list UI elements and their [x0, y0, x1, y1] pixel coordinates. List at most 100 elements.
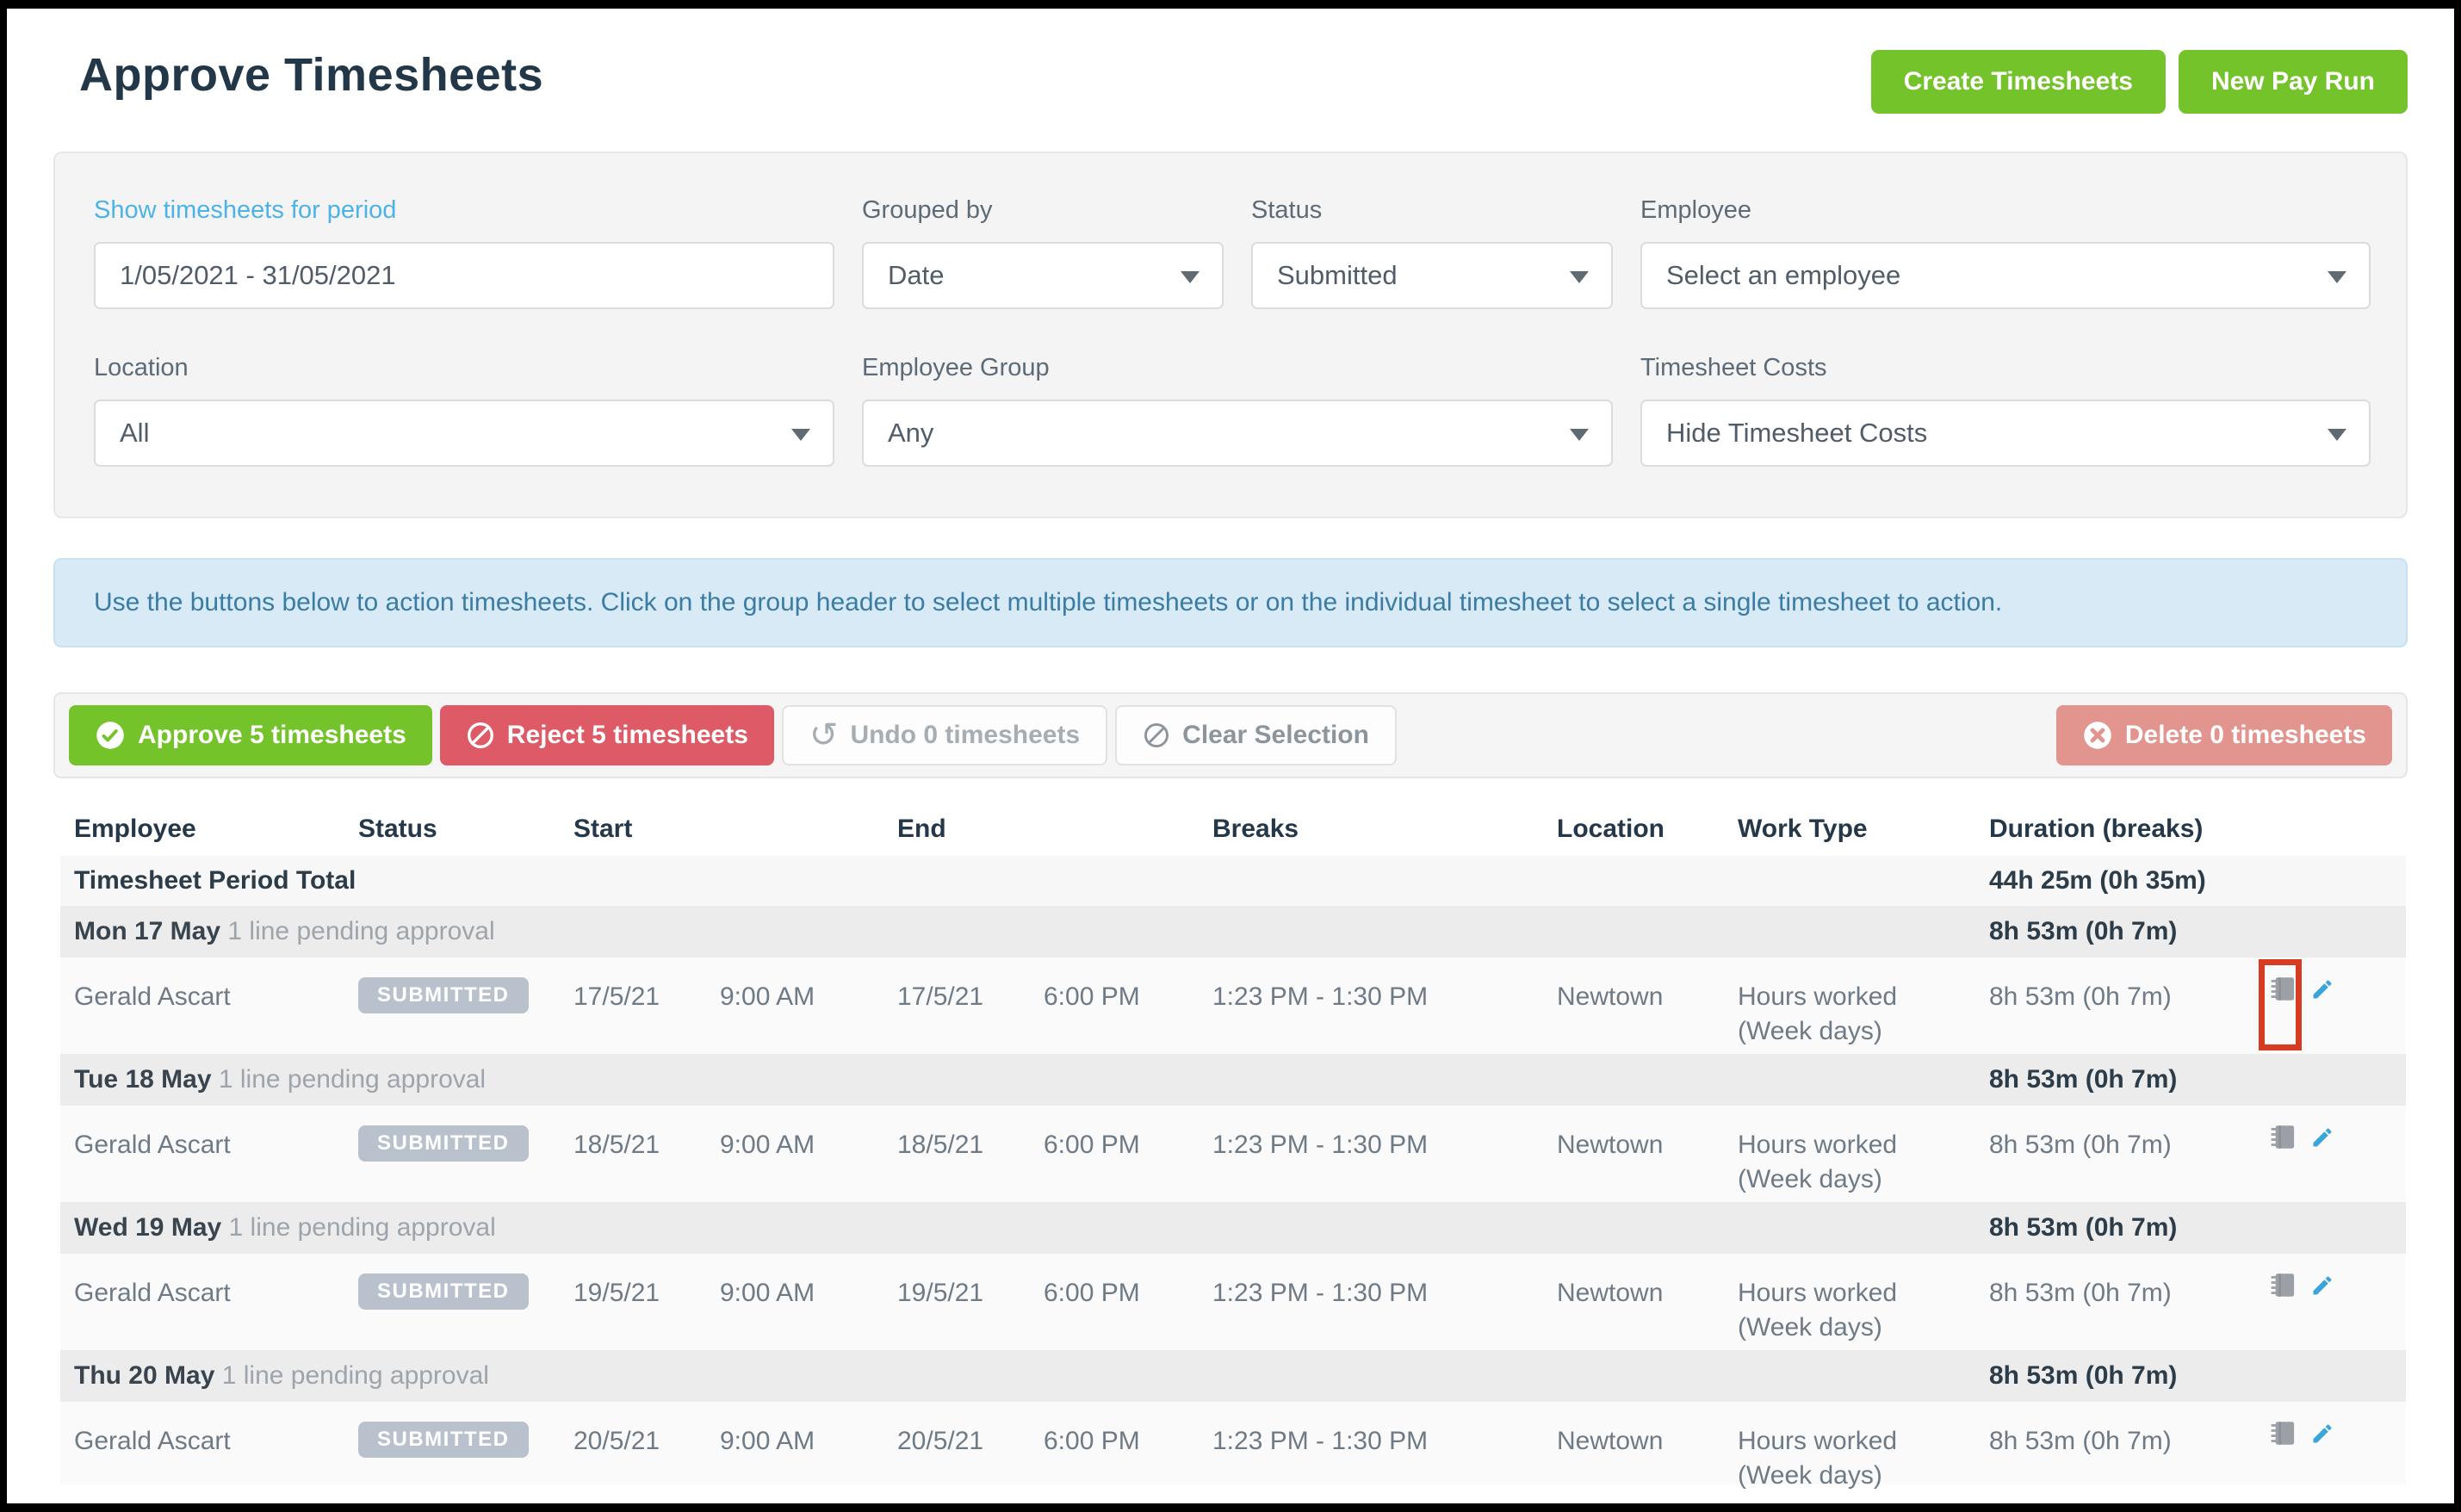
timesheet-row[interactable]: Gerald Ascart SUBMITTED 18/5/21 9:00 AM … [60, 1106, 2406, 1202]
create-timesheets-button[interactable]: Create Timesheets [1870, 50, 2166, 114]
cell-duration: 8h 53m (0h 7m) [1989, 1427, 2172, 1455]
notebook-icon[interactable] [2270, 1125, 2297, 1149]
grouped-by-label: Grouped by [862, 196, 993, 224]
col-header-breaks: Breaks [1212, 815, 1299, 843]
group-pending-note: 1 line pending approval [221, 1361, 489, 1390]
status-badge: SUBMITTED [358, 1422, 529, 1458]
filter-timesheet-costs: Timesheet Costs Hide Timesheet Costs [1640, 354, 2371, 467]
notebook-icon[interactable] [2270, 1421, 2297, 1446]
period-total-label: Timesheet Period Total [74, 866, 356, 895]
grouped-by-select[interactable]: Date [862, 242, 1224, 309]
cell-status: SUBMITTED [344, 1254, 560, 1310]
new-pay-run-button[interactable]: New Pay Run [2178, 50, 2408, 114]
cell-start-date: 17/5/21 [573, 982, 660, 1011]
delete-timesheets-button[interactable]: Delete 0 timesheets [2055, 705, 2392, 765]
timesheets-table: Employee Status Start End Breaks Locatio… [60, 802, 2406, 1490]
location-select[interactable]: All [94, 400, 834, 467]
cell-start-time: 9:00 AM [720, 982, 815, 1011]
reject-timesheets-button[interactable]: Reject 5 timesheets [439, 705, 774, 765]
notebook-icon[interactable] [2270, 1273, 2297, 1298]
pencil-icon[interactable] [2310, 976, 2334, 1001]
cell-location: Newtown [1557, 1279, 1664, 1307]
group-header-row[interactable]: Thu 20 May 1 line pending approval 8h 53… [60, 1350, 2406, 1402]
clear-selection-button[interactable]: Clear Selection [1115, 705, 1397, 765]
period-date-range-input[interactable]: 1/05/2021 - 31/05/2021 [94, 242, 834, 309]
status-value: Submitted [1277, 260, 1398, 290]
timesheet-row[interactable]: Gerald Ascart SUBMITTED 20/5/21 9:00 AM … [60, 1402, 2406, 1490]
info-banner: Use the buttons below to action timeshee… [53, 558, 2408, 648]
col-header-status: Status [358, 815, 437, 843]
filter-employee-group: Employee Group Any [862, 354, 1613, 467]
cell-end-date: 20/5/21 [897, 1427, 984, 1455]
col-header-duration: Duration (breaks) [1989, 815, 2204, 843]
pencil-icon[interactable] [2310, 1421, 2334, 1446]
cell-work-type: Hours worked (Week days) [1738, 1279, 1898, 1342]
pencil-icon[interactable] [2310, 1273, 2334, 1298]
cell-breaks: 1:23 PM - 1:30 PM [1212, 982, 1429, 1011]
cell-location: Newtown [1557, 982, 1664, 1011]
grouped-by-value: Date [888, 260, 945, 290]
col-header-employee: Employee [74, 815, 196, 843]
period-total-duration: 44h 25m (0h 35m) [1989, 866, 2206, 895]
cell-actions [2256, 1402, 2406, 1446]
cell-actions [2256, 1106, 2406, 1149]
filter-row-1: Show timesheets for period 1/05/2021 - 3… [94, 196, 2371, 309]
timesheet-row[interactable]: Gerald Ascart SUBMITTED 17/5/21 9:00 AM … [60, 957, 2406, 1054]
slash-circle-icon [466, 721, 495, 750]
group-header-row[interactable]: Tue 18 May 1 line pending approval 8h 53… [60, 1054, 2406, 1106]
cell-end-time: 6:00 PM [1044, 1279, 1140, 1307]
period-label-link[interactable]: Show timesheets for period [94, 196, 397, 224]
cell-end-time: 6:00 PM [1044, 982, 1140, 1011]
group-date-label: Tue 18 May [74, 1065, 212, 1094]
filter-period: Show timesheets for period 1/05/2021 - 3… [94, 196, 834, 309]
filter-employee: Employee Select an employee [1640, 196, 2371, 309]
filter-location: Location All [94, 354, 834, 467]
table-header-row: Employee Status Start End Breaks Locatio… [60, 802, 2406, 856]
info-banner-text: Use the buttons below to action timeshee… [94, 588, 2003, 617]
group-header-row[interactable]: Wed 19 May 1 line pending approval 8h 53… [60, 1202, 2406, 1254]
employee-value: Select an employee [1666, 260, 1901, 290]
cell-start-time: 9:00 AM [720, 1131, 815, 1159]
filter-grouped-by: Grouped by Date [862, 196, 1224, 309]
approve-timesheets-button[interactable]: Approve 5 timesheets [69, 705, 432, 765]
col-header-end: End [897, 815, 946, 843]
group-duration: 8h 53m (0h 7m) [1989, 1213, 2178, 1242]
cell-end-date: 19/5/21 [897, 1279, 984, 1307]
cell-duration: 8h 53m (0h 7m) [1989, 982, 2172, 1011]
annotation-highlight-box [2259, 959, 2302, 1050]
cell-location: Newtown [1557, 1131, 1664, 1159]
cell-breaks: 1:23 PM - 1:30 PM [1212, 1427, 1429, 1455]
cell-duration: 8h 53m (0h 7m) [1989, 1279, 2172, 1307]
group-date-label: Mon 17 May [74, 917, 221, 945]
cell-actions [2256, 1254, 2406, 1298]
cell-status: SUBMITTED [344, 1402, 560, 1458]
undo-icon: ↺ [809, 716, 839, 755]
top-bar: Approve Timesheets Create Timesheets New… [53, 48, 2408, 114]
delete-button-label: Delete 0 timesheets [2124, 721, 2366, 749]
timesheet-row[interactable]: Gerald Ascart SUBMITTED 19/5/21 9:00 AM … [60, 1254, 2406, 1350]
cell-work-type: Hours worked (Week days) [1738, 1131, 1898, 1193]
cell-end-date: 18/5/21 [897, 1131, 984, 1159]
pencil-icon[interactable] [2310, 1125, 2334, 1149]
cell-work-type: Hours worked (Week days) [1738, 1427, 1898, 1490]
cell-employee: Gerald Ascart [74, 1131, 231, 1159]
undo-timesheets-button[interactable]: ↺ Undo 0 timesheets [781, 705, 1108, 765]
check-circle-icon [95, 720, 126, 751]
cell-end-time: 6:00 PM [1044, 1427, 1140, 1455]
group-header-row[interactable]: Mon 17 May 1 line pending approval 8h 53… [60, 906, 2406, 957]
status-label: Status [1251, 196, 1323, 224]
cell-status: SUBMITTED [344, 957, 560, 1013]
timesheet-costs-label: Timesheet Costs [1640, 354, 1827, 381]
notebook-icon[interactable] [2270, 976, 2297, 1001]
cell-end-date: 17/5/21 [897, 982, 984, 1011]
top-actions: Create Timesheets New Pay Run [1870, 50, 2408, 114]
status-select[interactable]: Submitted [1251, 242, 1613, 309]
employee-group-select[interactable]: Any [862, 400, 1613, 467]
page-title: Approve Timesheets [79, 49, 544, 101]
employee-group-value: Any [888, 418, 934, 448]
approve-timesheets-page: Approve Timesheets Create Timesheets New… [7, 9, 2454, 1503]
col-header-start: Start [573, 815, 633, 843]
timesheet-costs-select[interactable]: Hide Timesheet Costs [1640, 400, 2371, 467]
employee-select[interactable]: Select an employee [1640, 242, 2371, 309]
